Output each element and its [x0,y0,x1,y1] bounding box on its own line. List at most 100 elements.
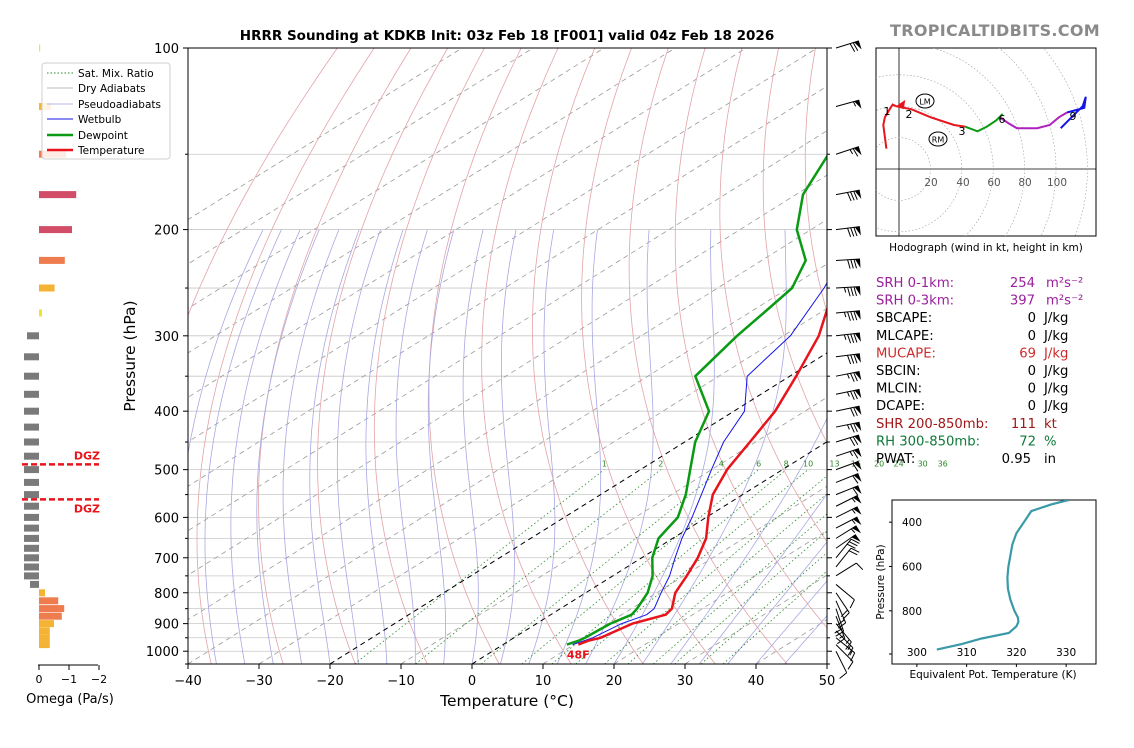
barb-full [849,437,856,446]
barb-staff [835,99,860,107]
hodo-ring-label: 40 [956,177,969,189]
barb-full [853,227,858,237]
omega-bar [24,438,39,446]
omega-bar [39,641,50,649]
barb-full [850,354,855,364]
param-value: 0 [1028,329,1036,344]
skewt-frame [187,47,828,665]
theta-e-xlabel: Equivalent Pot. Temperature (K) [909,669,1076,681]
barb-staff [835,516,858,529]
wind-barb [835,371,862,382]
omega-bar [39,191,77,199]
wind-barb [835,473,862,484]
omega-bar [30,580,39,588]
barb-full [852,42,859,51]
param-unit: J/kg [1043,364,1068,379]
y-tick-label: 1000 [146,645,179,660]
barb-full [848,550,858,556]
param-unit: m²s⁻² [1046,276,1083,291]
dgz-label: DGZ [74,449,100,462]
omega-bars [24,44,77,649]
barb-staff [835,584,855,601]
hodo-ring-label: 60 [987,177,1000,189]
barb-full [850,538,860,544]
omega-axis: 0 −1 −2 Omega (Pa/s) [26,664,114,707]
omega-bar [39,627,50,635]
barb-full [853,191,858,200]
wind-barb [835,258,861,269]
barb-half [851,519,856,525]
hodo-segment [964,113,1004,133]
param-unit: J/kg [1043,399,1068,414]
barb-full [839,672,848,679]
omega-bar [24,478,39,486]
param-unit: % [1044,434,1057,449]
param-label: RH 300-850mb: [876,434,980,449]
barb-flag [854,422,862,431]
barb-staff [835,448,859,457]
hodograph-caption: Hodograph (wind in kt, height in km) [889,242,1083,254]
hodo-height-label: 1 [884,105,891,118]
barb-full [853,407,858,417]
barb-staff [835,473,859,483]
wind-barb [835,562,864,577]
barb-full [847,355,852,365]
param-value: 254 [1010,276,1035,291]
y-tick-label: 200 [154,224,179,239]
barb-full [850,311,855,321]
omega-bar [39,605,65,613]
isotherm [188,219,827,621]
hodo-segment [1059,96,1087,129]
y-tick-label: 800 [154,587,179,602]
param-row: RH 300-850mb: 72% [876,434,1057,449]
isotherm [188,85,827,487]
pseudoadiabat [230,229,301,664]
isotherm [400,396,827,664]
hodo-ring-label: 20 [924,177,937,189]
y-axis: 100 200 300 400 500 600 700 800 900 1000 [146,42,832,665]
barb-full [852,463,859,472]
barb-half [846,424,850,430]
barb-half [850,528,856,533]
barb-half [843,334,847,340]
param-unit: J/kg [1043,329,1068,344]
hodo-ring [998,48,1057,236]
wind-barb [835,226,861,237]
wind-barb [835,584,855,609]
theta-e-panel: 300 310 320 330 400 600 800 Equivalent Pot. Te… [875,499,1097,681]
theta-y-tick-label: 800 [902,606,922,618]
param-label: SBCAPE: [876,311,932,326]
x-tick-label: −30 [245,674,272,689]
pseudoadiabat [282,229,340,664]
hodo-rm-label: RM [932,136,945,145]
dry-adiabat [258,48,412,664]
barb-staff [835,534,856,549]
isotherm [188,48,463,221]
barb-full [847,287,851,297]
mixing-ratio-line [627,493,827,664]
pseudoadiabat [365,229,404,664]
barb-half [845,639,850,644]
param-label: MLCAPE: [876,329,934,344]
wind-barb [835,630,854,656]
param-label: SRH 0-3km: [876,294,954,309]
barb-half [849,650,853,656]
param-row: SBCIN: 0 J/kg [876,364,1068,379]
y-tick-label: 100 [154,42,179,57]
param-row: PWAT: 0.95 in [876,452,1056,467]
param-value: 0.95 [1002,452,1031,467]
omega-tick: −1 [61,673,77,686]
barb-half [851,497,856,503]
theta-x-tick-label: 310 [957,647,977,659]
param-row: SHR 200-850mb: 111 kt [876,417,1057,432]
y-axis-label: Pressure (hPa) [121,300,139,411]
barb-full [847,311,851,321]
barb-flag [854,353,861,363]
barb-full [856,562,864,571]
wind-barb [835,434,862,446]
barb-flag [852,525,862,534]
barb-flag [853,495,862,504]
pseudoadiabat [309,229,360,664]
barb-full [847,227,852,237]
omega-bar [39,44,41,52]
